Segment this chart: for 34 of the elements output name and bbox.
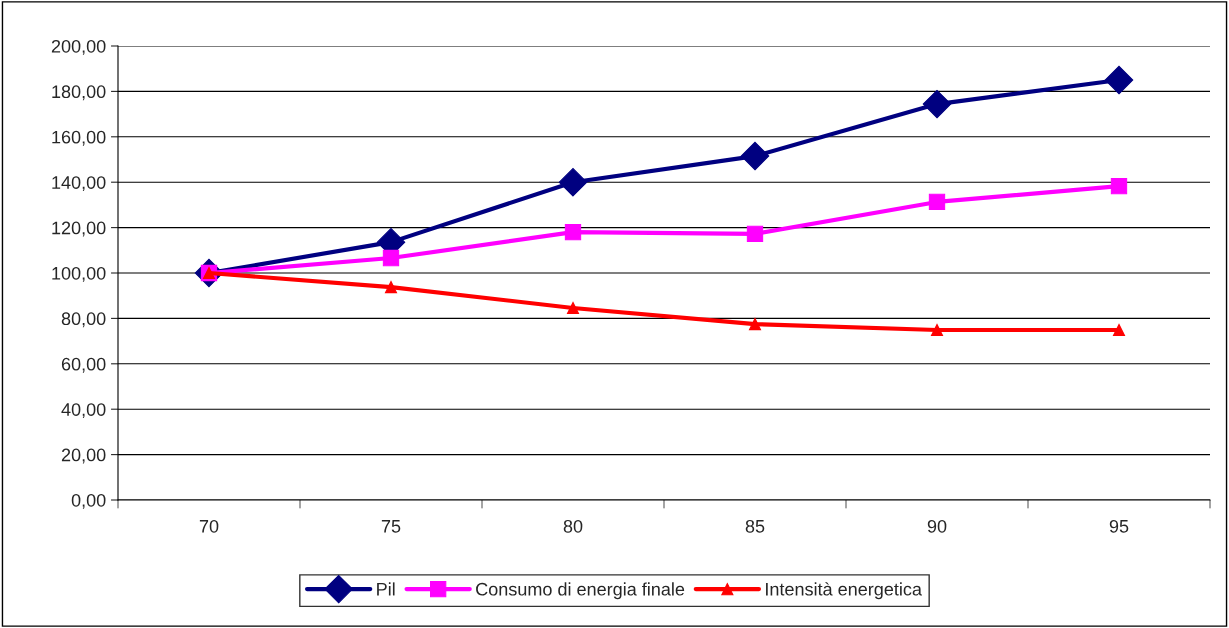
point [746,225,764,243]
legend-label: Intensità energetica [766,582,922,600]
point [1104,65,1134,95]
y-tick-label: 140,00 [52,176,106,192]
y-tick-label: 40,00 [61,403,106,419]
point [558,167,588,197]
x-tick-label: 85 [745,519,765,533]
x-tick-label: 80 [563,519,583,533]
y-tick-label: 100,00 [52,266,106,282]
point [382,249,400,267]
point [566,301,580,315]
y-tick-label: 160,00 [52,130,106,146]
y-tick-label: 60,00 [61,357,106,373]
legend-label: Consumo di energia finale [476,582,685,600]
x-tick-label: 75 [381,520,401,533]
y-tick-label: 20,00 [61,448,106,464]
point [748,318,762,331]
y-tick-label: 200,00 [51,39,106,55]
y-tick-label: 120,00 [52,221,106,237]
point [740,141,770,171]
point [922,89,952,119]
point [1112,323,1126,337]
legend-label: Pil [377,582,395,596]
point [384,281,398,294]
point [930,323,944,337]
x-tick-label: 90 [927,519,947,533]
y-tick-label: 180,00 [52,85,106,101]
y-tick-label: 0,00 [71,493,106,509]
point [564,223,582,241]
point [1110,177,1128,195]
x-tick-label: 70 [199,519,219,533]
y-tick-label: 80,00 [61,312,106,328]
x-tick-label: 95 [1109,519,1129,533]
point [928,193,946,211]
